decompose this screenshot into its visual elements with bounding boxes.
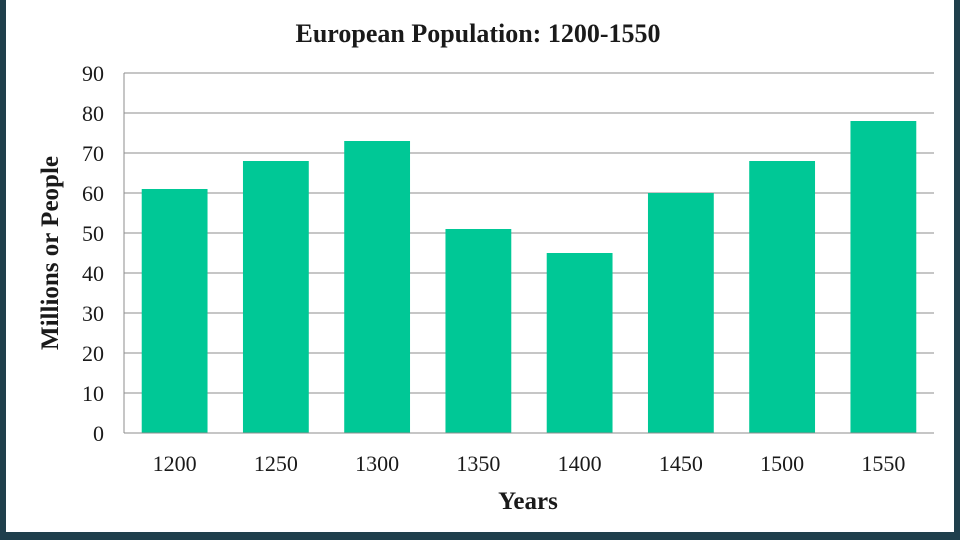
y-tick-label: 20 bbox=[82, 341, 104, 366]
y-tick-label: 40 bbox=[82, 261, 104, 286]
x-tick-label: 1200 bbox=[153, 451, 197, 476]
x-tick-label: 1250 bbox=[254, 451, 298, 476]
bar-1500 bbox=[749, 161, 816, 433]
x-tick-label: 1500 bbox=[760, 451, 804, 476]
bar-1400 bbox=[546, 253, 613, 433]
x-tick-label: 1350 bbox=[456, 451, 500, 476]
slide: European Population: 1200-1550 0 10 20 30 40… bbox=[6, 0, 954, 532]
y-tick-label: 30 bbox=[82, 301, 104, 326]
x-tick-label: 1450 bbox=[659, 451, 703, 476]
bar-1550 bbox=[850, 121, 917, 433]
x-tick-labels: 1200 1250 1300 1350 1400 1450 1500 1550 bbox=[153, 451, 906, 476]
y-tick-label: 90 bbox=[82, 61, 104, 86]
y-tick-label: 60 bbox=[82, 181, 104, 206]
bar-1450 bbox=[647, 193, 714, 433]
x-tick-label: 1400 bbox=[558, 451, 602, 476]
y-tick-label: 10 bbox=[82, 381, 104, 406]
y-tick-label: 50 bbox=[82, 221, 104, 246]
x-axis-label: Years bbox=[498, 488, 558, 515]
x-tick-label: 1300 bbox=[355, 451, 399, 476]
bar-1300 bbox=[344, 141, 411, 433]
y-axis-label: Millions or People bbox=[37, 156, 64, 350]
y-tick-label: 80 bbox=[82, 101, 104, 126]
y-tick-labels: 0 10 20 30 40 50 60 70 80 90 bbox=[82, 61, 104, 446]
y-tick-label: 70 bbox=[82, 141, 104, 166]
y-tick-label: 0 bbox=[93, 421, 104, 446]
bar-1200 bbox=[141, 189, 208, 433]
bar-1250 bbox=[242, 161, 309, 433]
bar-chart: European Population: 1200-1550 0 10 20 30 40… bbox=[37, 19, 934, 515]
bar-1350 bbox=[445, 229, 512, 433]
bars bbox=[141, 121, 917, 433]
x-tick-label: 1550 bbox=[861, 451, 905, 476]
chart-title: European Population: 1200-1550 bbox=[295, 19, 660, 48]
